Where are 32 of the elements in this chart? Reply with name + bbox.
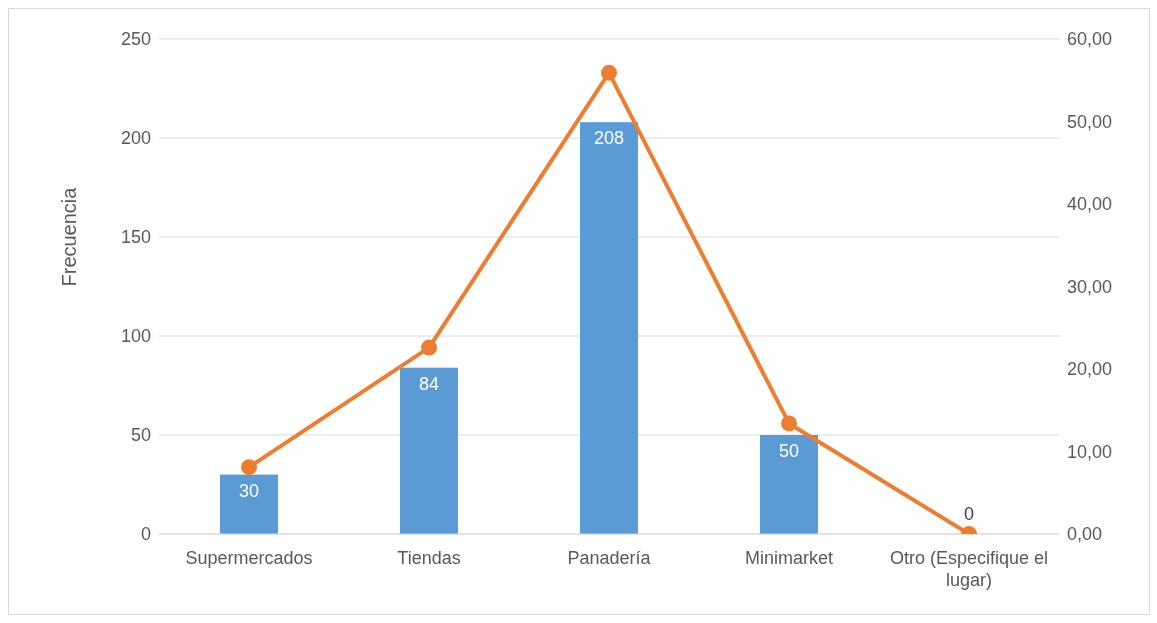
bar (580, 122, 638, 534)
y2-tick-label: 30,00 (1067, 276, 1113, 297)
x-tick-label: Tiendas (397, 548, 461, 568)
data-label: 0 (963, 504, 975, 524)
bar (760, 435, 818, 534)
y-tick-label: 100 (120, 326, 151, 347)
y2-tick-label: 20,00 (1067, 359, 1113, 380)
y-tick-label: 0 (140, 524, 151, 545)
data-label: 30 (238, 480, 260, 501)
y2-tick-label: 10,00 (1067, 441, 1113, 462)
x-tick-label: Otro (Especifique el lugar) (889, 548, 1049, 590)
point (781, 415, 797, 432)
y-tick-label: 250 (120, 29, 151, 50)
y-tick-label: 50 (130, 425, 151, 446)
bar (220, 474, 278, 534)
y2-tick-label: 60,00 (1067, 29, 1113, 50)
y-tick-label: 200 (120, 128, 151, 149)
y-axis-title: Frecuencia (58, 186, 81, 287)
data-label: 208 (593, 128, 625, 149)
x-tick-label: Panadería (567, 548, 652, 568)
y2-tick-label: 0,00 (1067, 524, 1103, 545)
x-tick-label: Minimarket (744, 548, 834, 568)
data-label: 84 (418, 373, 440, 394)
y2-tick-label: 50,00 (1067, 111, 1113, 132)
point (601, 64, 617, 81)
y2-tick-label: 40,00 (1067, 194, 1113, 215)
bar (400, 367, 458, 534)
data-label: 50 (778, 441, 800, 461)
point (241, 459, 257, 476)
point (421, 339, 437, 356)
y-tick-label: 150 (120, 227, 151, 248)
x-tick-label: Supermercados (185, 548, 313, 568)
